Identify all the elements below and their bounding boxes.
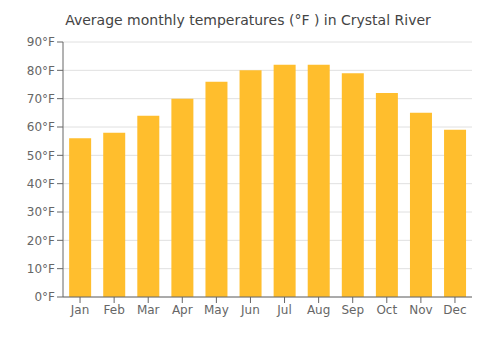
html-text:Average monthly temperatures (: Average monthly temperatures (°F ) in Cr…	[65, 12, 431, 28]
svg-text:Nov: Nov	[409, 303, 432, 317]
svg-text:Jan: Jan	[70, 303, 90, 317]
svg-text:Oct: Oct	[376, 303, 397, 317]
svg-text:10°F: 10°F	[27, 262, 55, 276]
svg-text:Feb: Feb	[104, 303, 125, 317]
svg-text:0°F: 0°F	[34, 290, 55, 304]
svg-text:Sep: Sep	[341, 303, 364, 317]
svg-text:Aug: Aug	[307, 303, 330, 317]
svg-text:20°F: 20°F	[27, 234, 55, 248]
svg-text:30°F: 30°F	[27, 205, 55, 219]
svg-text:Jun: Jun	[240, 303, 260, 317]
svg-text:May: May	[204, 303, 229, 317]
svg-text:Apr: Apr	[172, 303, 193, 317]
svg-text:Jul: Jul	[276, 303, 291, 317]
svg-text:70°F: 70°F	[27, 92, 55, 106]
svg-text:Dec: Dec	[443, 303, 466, 317]
svg-text:50°F: 50°F	[27, 149, 55, 163]
svg-text:Mar: Mar	[137, 303, 160, 317]
svg-text:40°F: 40°F	[27, 177, 55, 191]
svg-text:60°F: 60°F	[27, 120, 55, 134]
svg-text:80°F: 80°F	[27, 64, 55, 78]
svg-text:90°F: 90°F	[27, 35, 55, 49]
